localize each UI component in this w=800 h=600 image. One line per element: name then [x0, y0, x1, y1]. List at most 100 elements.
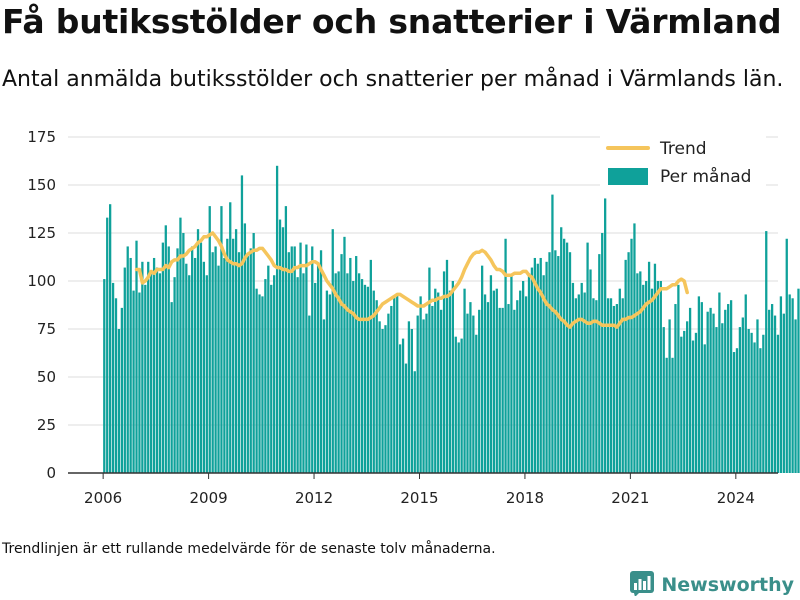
bar [150, 273, 153, 473]
trend-line [134, 231, 689, 329]
bar [709, 307, 712, 473]
bar [319, 250, 323, 473]
bar [612, 305, 616, 473]
bar [120, 307, 124, 473]
bar [738, 327, 742, 473]
bar [308, 315, 311, 473]
bar [510, 275, 513, 473]
bar [601, 233, 604, 473]
bar [334, 273, 337, 473]
bar [724, 309, 727, 473]
bar [366, 286, 370, 473]
bar [234, 229, 238, 473]
bar [214, 246, 217, 473]
y-tick-label: 25 [37, 416, 56, 434]
bar [378, 321, 381, 473]
x-tick-label: 2018 [506, 489, 544, 507]
bar [314, 282, 317, 473]
bar [398, 344, 402, 473]
bar [642, 284, 645, 473]
bar [176, 248, 179, 473]
bar [797, 288, 800, 473]
bar [243, 223, 247, 473]
bar [782, 313, 785, 473]
bar [196, 229, 200, 473]
y-tick-label: 125 [27, 224, 56, 242]
bar [437, 292, 440, 473]
bar [653, 263, 657, 473]
bar [563, 238, 566, 473]
bar [507, 304, 510, 473]
bar [516, 300, 519, 473]
bar [434, 288, 437, 473]
bar [439, 309, 443, 473]
bar [270, 284, 273, 473]
bar [428, 267, 431, 473]
bar [193, 257, 197, 473]
bar [296, 277, 299, 473]
bar [718, 292, 721, 473]
bar [114, 298, 118, 473]
bar [352, 281, 355, 473]
bar [240, 175, 244, 473]
bar [290, 246, 293, 473]
bar [129, 257, 132, 473]
bar [340, 254, 343, 473]
bar [668, 319, 671, 473]
bar [560, 227, 563, 473]
bar [762, 334, 765, 473]
bar [691, 340, 695, 473]
chart-title: Få butiksstölder och snatterier i Värmla… [2, 2, 782, 41]
bar [448, 290, 452, 473]
bar [161, 242, 165, 473]
bar [431, 305, 434, 473]
bar [466, 313, 469, 473]
bar [393, 296, 396, 473]
y-tick-label: 150 [27, 176, 56, 194]
x-tick-label: 2012 [295, 489, 333, 507]
bar [703, 344, 706, 473]
bar [451, 281, 454, 473]
bar [527, 273, 531, 473]
bar [337, 271, 340, 473]
bar [191, 246, 194, 473]
bar [671, 357, 674, 473]
bar [343, 236, 346, 473]
legend-trend-label: Trend [659, 139, 707, 159]
bar [258, 294, 261, 473]
bar [390, 305, 393, 473]
bar [442, 271, 446, 473]
bar [639, 271, 642, 473]
bar [765, 231, 768, 473]
bar [498, 307, 501, 473]
chart-subtitle: Antal anmälda butiksstölder och snatteri… [2, 67, 784, 92]
bar [680, 336, 683, 473]
x-tick-label: 2009 [190, 489, 228, 507]
bar [109, 204, 112, 473]
bar [404, 363, 408, 473]
bar [126, 246, 129, 473]
bar [747, 329, 750, 473]
bars-group [103, 165, 800, 474]
bar [478, 309, 481, 473]
bar [220, 206, 223, 473]
bar [551, 194, 554, 473]
bar [384, 325, 387, 473]
newsworthy-logo-icon [629, 570, 655, 600]
bar [665, 357, 668, 473]
brand-name: Newsworthy [661, 574, 794, 596]
x-tick-label: 2006 [84, 489, 122, 507]
bar [117, 329, 121, 473]
bar [580, 282, 583, 473]
footnote: Trendlinjen är ett rullande medelvärde f… [2, 541, 496, 557]
bar [211, 252, 214, 473]
bar [536, 263, 539, 473]
bar [773, 315, 777, 473]
bar [486, 302, 490, 473]
bar [369, 259, 372, 473]
bar [135, 240, 138, 473]
bar [744, 294, 747, 473]
bar [571, 282, 575, 473]
bar [647, 261, 651, 473]
bar [539, 257, 542, 473]
